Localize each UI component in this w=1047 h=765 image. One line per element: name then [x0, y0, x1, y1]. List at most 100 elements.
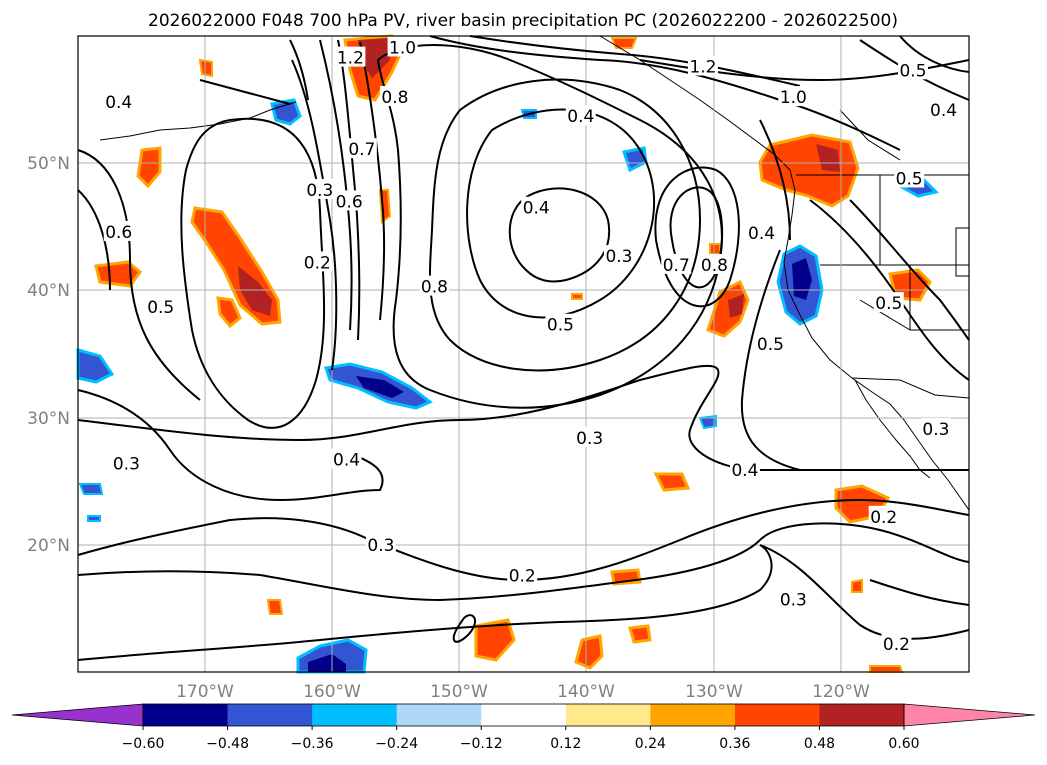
colorbar-cell — [565, 704, 651, 726]
pv-contour — [429, 35, 901, 151]
contour-label-background — [746, 222, 777, 243]
precip-blob — [270, 98, 302, 126]
contour-label: 1.2 — [687, 55, 718, 78]
contour-label-text: 0.4 — [731, 461, 758, 481]
contour-label: 0.8 — [379, 86, 410, 108]
colorbar-tick-label: −0.12 — [460, 736, 503, 752]
pv-contour — [428, 78, 702, 372]
lon-tick-label: 140°W — [557, 682, 615, 702]
contour-label-background — [545, 313, 576, 334]
contour-label-text: 0.5 — [547, 316, 574, 336]
pv-contour — [759, 544, 970, 640]
pv-contour — [77, 149, 201, 401]
contour-label-text: 0.7 — [663, 256, 690, 276]
colorbar-cell — [819, 704, 905, 726]
lat-tick-label: 30°N — [27, 409, 70, 429]
contour-label-background — [387, 36, 418, 57]
contour-label-background — [778, 86, 809, 107]
contour-label-text: 0.8 — [701, 256, 728, 276]
contour-label-text: 0.6 — [336, 192, 363, 212]
contour-label-text: 0.2 — [870, 508, 897, 528]
contour-label-text: 0.2 — [883, 635, 910, 655]
pv-contour — [359, 41, 386, 321]
border-us-mexico — [851, 377, 970, 399]
contour-label-text: 0.3 — [306, 181, 333, 201]
pv-contour — [319, 39, 353, 331]
contour-label-text: 0.5 — [899, 61, 926, 81]
contour-label: 0.6 — [103, 220, 134, 243]
pv-contour — [199, 79, 291, 105]
contour-label: 0.4 — [565, 105, 596, 127]
contour-label-text: 0.3 — [576, 429, 603, 449]
contour-label: 0.2 — [881, 633, 912, 655]
contour-label: 0.2 — [868, 505, 899, 528]
precip-shading — [76, 34, 939, 674]
contour-label-text: 0.4 — [567, 107, 594, 127]
contour-label-background — [334, 190, 365, 211]
contour-label-background — [521, 196, 552, 217]
pv-contours — [77, 35, 970, 661]
precip-blob — [571, 293, 583, 300]
contour-label-text: 0.4 — [105, 93, 132, 113]
contour-label: 0.3 — [920, 418, 951, 440]
border-states — [820, 109, 970, 331]
contour-label-background — [873, 292, 904, 313]
pv-contour — [289, 39, 309, 101]
colorbar-extend-low — [11, 703, 144, 727]
contour-label-background — [778, 588, 809, 609]
pv-contour — [466, 108, 655, 319]
contour-label-background — [346, 138, 377, 159]
pv-contour — [469, 35, 801, 87]
precip-blob — [869, 665, 904, 673]
contour-label: 0.3 — [778, 588, 809, 610]
contour-label: 0.5 — [894, 167, 925, 189]
colorbar-tick-label: −0.48 — [206, 736, 249, 752]
contour-label-background — [103, 220, 134, 241]
colorbar-cell — [227, 704, 313, 726]
contour-label-background — [103, 91, 134, 112]
lat-tick-label: 20°N — [27, 536, 70, 556]
contour-label-text: 1.2 — [337, 49, 364, 69]
colorbar-tick-label: 0.24 — [635, 736, 666, 752]
contour-label-text: 0.3 — [113, 454, 140, 474]
contour-label-text: 1.0 — [780, 88, 807, 108]
pv-contour — [759, 119, 791, 241]
pv-contour — [77, 364, 969, 472]
contour-label-background — [603, 245, 634, 266]
contour-label-background — [419, 275, 450, 296]
contour-label: 0.5 — [755, 332, 786, 355]
contour-label-background — [928, 98, 959, 119]
colorbar-cell — [734, 704, 820, 726]
contour-label: 1.2 — [335, 46, 366, 69]
lon-tick-label: 170°W — [176, 682, 234, 702]
contour-label: 0.5 — [545, 313, 576, 336]
contour-label: 0.4 — [521, 196, 552, 219]
contour-label: 0.8 — [699, 253, 730, 276]
lon-tick-label: 150°W — [430, 682, 488, 702]
contour-label-background — [894, 167, 925, 188]
contour-label: 0.7 — [661, 253, 692, 276]
contour-label-background — [897, 59, 928, 80]
precip-blob — [653, 472, 691, 492]
precip-blob — [628, 624, 652, 644]
contour-label-text: 0.4 — [930, 101, 957, 121]
contour-label-background — [574, 426, 605, 447]
contour-label-text: 0.3 — [605, 247, 632, 267]
contour-label-text: 0.8 — [381, 88, 408, 108]
positive-anomalies — [94, 34, 932, 673]
pv-contour — [77, 389, 384, 502]
chart-title: 2026022000 F048 700 hPa PV, river basin … — [148, 11, 898, 31]
contour-label-background — [304, 178, 335, 199]
colorbar-tick-label: 0.60 — [888, 736, 919, 752]
contour-label-text: 0.2 — [509, 566, 536, 586]
pv-contour — [77, 522, 970, 602]
contour-label: 0.5 — [873, 292, 904, 314]
contour-label-background — [145, 295, 176, 316]
precip-blob — [238, 266, 272, 316]
contour-label-background — [379, 86, 410, 107]
precip-blob — [709, 243, 721, 255]
pv-contour — [77, 189, 111, 291]
contour-label-text: 0.5 — [757, 335, 784, 355]
contour-label: 0.3 — [304, 178, 335, 201]
